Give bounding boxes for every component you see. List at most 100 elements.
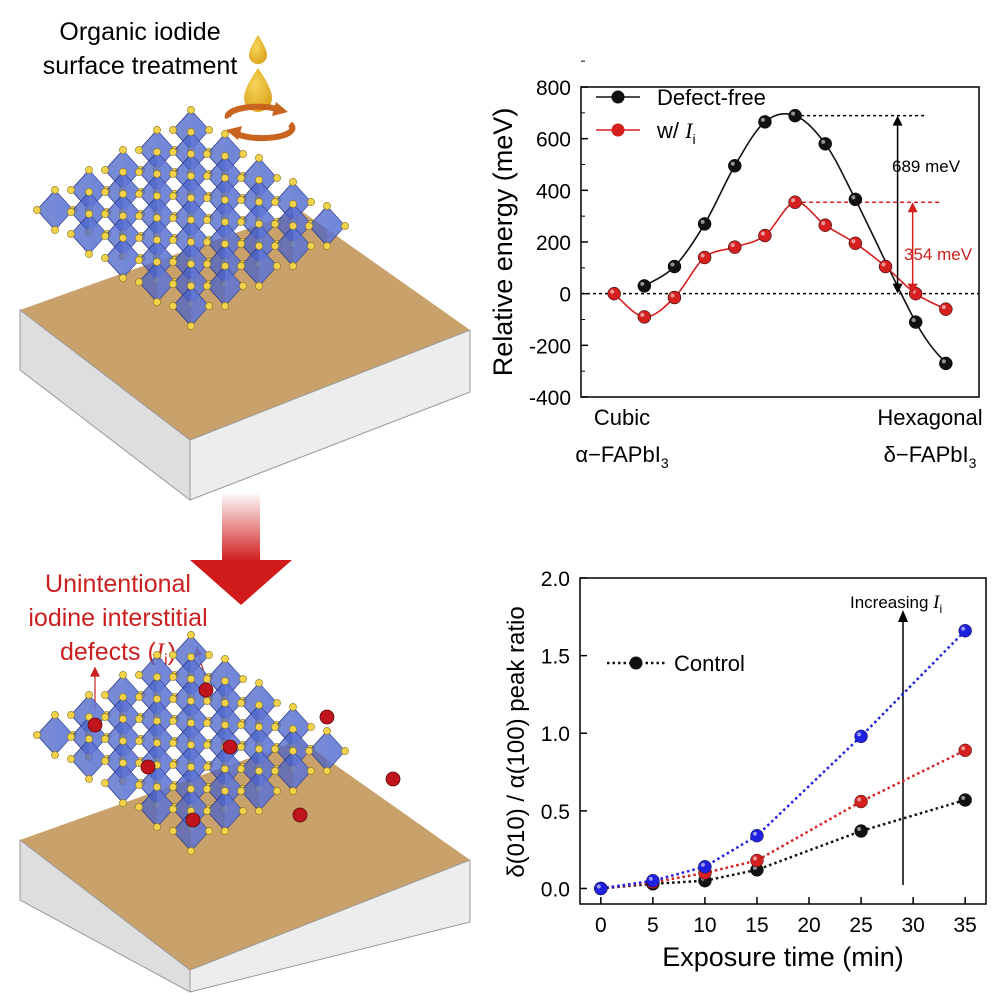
iodide-atom — [135, 715, 143, 723]
iodide-atom — [237, 721, 245, 729]
iodide-atom — [255, 767, 263, 775]
iodide-atom — [169, 673, 177, 681]
iodide-atom — [221, 655, 229, 663]
octahedron-face — [225, 791, 243, 831]
iodide-atom — [203, 675, 211, 683]
iodide-atom — [203, 216, 211, 224]
iodide-atom — [33, 731, 41, 739]
iodide-atom — [305, 222, 313, 230]
energy-chart-xlabel-right-2: δ−FAPbI3 — [884, 442, 977, 471]
iodide-atom — [255, 723, 263, 731]
series-blue-point — [750, 828, 764, 843]
iodide-atom — [307, 767, 315, 775]
point-highlight — [941, 305, 946, 310]
spin-coating-icon — [224, 102, 296, 142]
iodide-atom — [203, 194, 211, 202]
point-highlight — [670, 293, 675, 298]
iodide-atom — [273, 262, 281, 270]
iodide-atom — [289, 787, 297, 795]
iodide-atom — [237, 699, 245, 707]
octahedron-face — [327, 206, 345, 246]
x-tick-label: 25 — [849, 914, 872, 937]
point-with-ii — [637, 310, 652, 324]
iodide-atom — [135, 781, 143, 789]
octahedron-face — [225, 266, 243, 306]
iodide-atom — [323, 727, 331, 735]
defect-atom — [292, 807, 308, 823]
increasing-arrow: Increasing Ii — [850, 592, 942, 885]
defect-atom — [140, 759, 156, 775]
iodide-atom — [153, 298, 161, 306]
defect-atom — [185, 812, 201, 828]
defect-atom — [87, 717, 103, 733]
series-line-defect-free — [643, 113, 947, 364]
iodide-atom — [101, 757, 109, 765]
iodide-atom — [85, 691, 93, 699]
iodide-atom — [221, 827, 229, 835]
point-with-ii — [607, 286, 621, 301]
iodide-atom — [221, 240, 229, 248]
iodide-atom — [239, 150, 247, 158]
iodide-atom — [255, 679, 263, 687]
series-blue-point — [958, 624, 972, 638]
iodide-atom — [119, 693, 127, 701]
iodide-atom — [101, 210, 109, 218]
point-defect-free — [818, 137, 832, 151]
point-with-ii — [728, 240, 742, 254]
y-tick-label: -400 — [529, 387, 571, 410]
point-with-ii — [939, 302, 953, 316]
iodide-atom — [289, 178, 297, 186]
iodide-atom — [187, 741, 195, 749]
iodide-atom — [255, 745, 263, 753]
x-tick-label: 5 — [647, 914, 659, 937]
series-control-point — [854, 824, 868, 838]
iodide-atom — [85, 166, 93, 174]
y-tick-label: -200 — [529, 335, 571, 358]
energy-chart-xlabel-left-1: Cubic — [594, 405, 650, 430]
iodide-atom — [101, 779, 109, 787]
iodide-atom — [255, 807, 263, 815]
point-highlight — [730, 161, 735, 166]
iodide-atom — [205, 827, 213, 835]
iodide-atom — [237, 240, 245, 248]
iodide-atom — [221, 765, 229, 773]
iodide-atom — [169, 280, 177, 288]
iodide-atom — [221, 699, 229, 707]
series-red-point — [750, 853, 764, 868]
series-blue-point — [646, 874, 660, 888]
point-highlight — [821, 139, 826, 144]
iodide-atom — [187, 282, 195, 290]
ratio-chart-legend: Control — [607, 651, 745, 676]
iodide-atom — [153, 783, 161, 791]
iodide-atom — [323, 767, 331, 775]
iodide-atom — [289, 703, 297, 711]
iodide-atom — [203, 697, 211, 705]
iodide-atom — [205, 126, 213, 134]
iodide-atom — [187, 216, 195, 224]
iodide-atom — [51, 186, 59, 194]
series-blue-point — [698, 860, 712, 874]
iodide-atom — [85, 188, 93, 196]
ratio-chart: 0 5 10 15 20 25 30 35 0.0 0.5 1.0 1.5 2.0 δ(010) / α… — [503, 568, 987, 972]
iodide-atom — [101, 166, 109, 174]
series-red-point — [854, 794, 868, 809]
point-highlight — [640, 281, 645, 286]
perovskite-film-bottom — [19, 631, 471, 993]
iodide-atom — [203, 807, 211, 815]
point-highlight — [791, 198, 796, 203]
x-tick-label: 15 — [745, 914, 768, 937]
iodide-atom — [221, 721, 229, 729]
iodide-atom — [101, 713, 109, 721]
point-defect-free — [939, 356, 953, 371]
iodide-atom — [341, 222, 349, 230]
perovskite-film-top — [19, 106, 471, 502]
iodide-atom — [135, 693, 143, 701]
y-tick-label: 400 — [536, 180, 571, 203]
iodide-atom — [205, 651, 213, 659]
energy-chart-xlabel-left-2: α−FAPbI3 — [575, 442, 669, 471]
iodide-atom — [307, 723, 315, 731]
octahedron-face — [55, 190, 73, 230]
iodide-atom — [255, 220, 263, 228]
defect-atom — [198, 682, 214, 698]
iodide-atom — [169, 717, 177, 725]
